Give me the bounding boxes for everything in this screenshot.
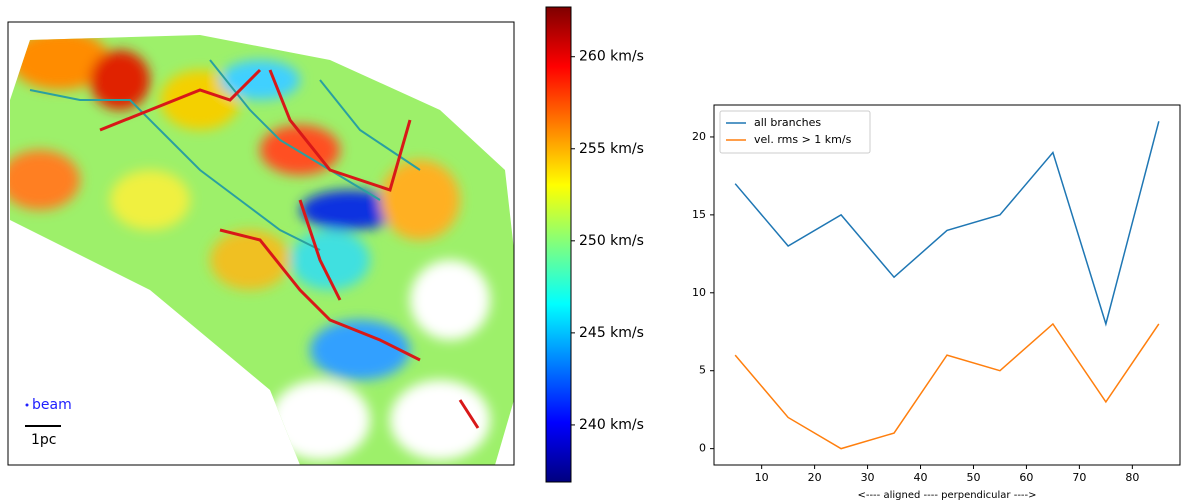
y-tick-label: 0 bbox=[699, 442, 706, 455]
x-tick-label: 20 bbox=[808, 471, 822, 484]
x-tick-label: 10 bbox=[755, 471, 769, 484]
colorbar-tick-label: 240 km/s bbox=[579, 417, 644, 433]
beam-label: beam bbox=[32, 397, 72, 413]
y-tick-label: 20 bbox=[692, 130, 706, 143]
scale-label: 1pc bbox=[31, 432, 57, 448]
series-line bbox=[734, 322, 1160, 450]
x-tick-label: 70 bbox=[1072, 471, 1086, 484]
colorbar-tick-label: 255 km/s bbox=[579, 141, 644, 157]
y-tick-label: 5 bbox=[699, 364, 706, 377]
x-tick-label: 40 bbox=[914, 471, 928, 484]
x-axis-label: <---- aligned ---- perpendicular ----> bbox=[857, 490, 1036, 501]
legend-label: all branches bbox=[754, 116, 821, 129]
x-tick-label: 60 bbox=[1019, 471, 1033, 484]
legend-box bbox=[719, 110, 871, 154]
colorbar-tick-label: 250 km/s bbox=[579, 233, 644, 249]
legend-label: vel. rms > 1 km/s bbox=[754, 133, 852, 146]
colorbar-tick-label: 260 km/s bbox=[579, 49, 644, 65]
x-tick-label: 50 bbox=[966, 471, 980, 484]
velocity-map: beam 1pc bbox=[7, 21, 515, 466]
plot-area bbox=[713, 104, 1181, 466]
y-tick-label: 10 bbox=[692, 286, 706, 299]
x-tick-label: 80 bbox=[1125, 471, 1139, 484]
colorbar-tick-label: 245 km/s bbox=[579, 325, 644, 341]
colorbar bbox=[545, 6, 572, 483]
series-line bbox=[734, 121, 1160, 327]
beam-marker bbox=[25, 403, 29, 407]
x-tick-label: 30 bbox=[861, 471, 875, 484]
y-tick-label: 15 bbox=[692, 208, 706, 221]
